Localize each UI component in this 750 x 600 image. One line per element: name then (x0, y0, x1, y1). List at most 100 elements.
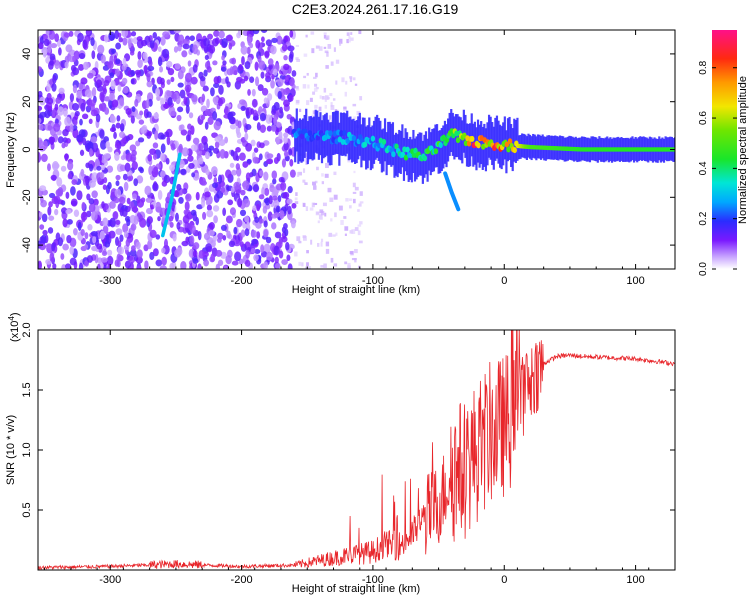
sparse-noise-mark (339, 38, 343, 44)
noise-mark (259, 124, 266, 134)
sparse-noise-mark (341, 77, 345, 83)
noise-mark (159, 66, 164, 73)
noise-mark (287, 45, 295, 52)
noise-mark (271, 37, 278, 44)
noise-mark (145, 197, 153, 203)
noise-mark (273, 157, 279, 164)
noise-mark (288, 53, 294, 63)
x-tick-label: -200 (231, 574, 253, 586)
sparse-noise-mark (346, 39, 349, 44)
sparse-noise-mark (303, 53, 308, 57)
noise-mark (216, 190, 224, 199)
noise-mark (218, 138, 226, 147)
signal-envelope (394, 132, 398, 176)
sparse-noise-mark (353, 170, 356, 174)
noise-mark (225, 169, 232, 179)
noise-mark (271, 222, 277, 230)
noise-mark (90, 109, 98, 117)
noise-mark (181, 50, 188, 58)
noise-mark (130, 78, 135, 85)
noise-mark (136, 38, 144, 49)
sparse-noise-mark (317, 242, 320, 247)
noise-mark (143, 64, 148, 75)
noise-mark (278, 131, 283, 140)
y-tick-label: -40 (21, 237, 33, 253)
noise-mark (159, 265, 167, 269)
noise-mark (86, 255, 94, 263)
noise-mark (265, 39, 272, 47)
noise-mark (268, 64, 273, 70)
noise-mark (178, 143, 183, 154)
sparse-noise-mark (338, 205, 343, 211)
signal-mark (402, 146, 407, 153)
noise-mark (114, 188, 122, 198)
noise-mark (237, 30, 242, 37)
noise-mark (140, 126, 147, 134)
sparse-noise-mark (354, 83, 358, 86)
noise-mark (132, 205, 138, 214)
sparse-noise-mark (344, 91, 348, 97)
noise-mark (45, 243, 53, 249)
noise-mark (153, 166, 159, 176)
noise-mark (64, 61, 69, 69)
noise-mark (220, 66, 227, 72)
noise-mark (205, 168, 210, 176)
noise-mark (176, 183, 182, 191)
sparse-noise-mark (312, 91, 316, 95)
noise-mark (204, 151, 210, 160)
noise-mark (280, 181, 287, 191)
noise-mark (211, 132, 218, 139)
noise-mark (187, 60, 192, 67)
sparse-noise-mark (348, 35, 351, 40)
signal-envelope (420, 132, 423, 176)
noise-mark (38, 123, 44, 131)
noise-mark (99, 129, 105, 139)
sparse-noise-mark (349, 76, 353, 79)
noise-mark (256, 231, 261, 239)
noise-mark (150, 204, 154, 210)
noise-mark (157, 216, 161, 222)
noise-mark (88, 163, 94, 172)
sparse-noise-mark (302, 203, 306, 207)
noise-mark (65, 138, 71, 144)
noise-mark (248, 185, 253, 192)
noise-mark (131, 161, 138, 171)
noise-mark (286, 254, 291, 262)
noise-mark (196, 204, 203, 210)
noise-mark (233, 226, 238, 235)
signal-envelope (377, 117, 380, 161)
noise-mark (285, 241, 290, 251)
noise-mark (203, 259, 210, 267)
noise-mark (149, 148, 157, 155)
noise-mark (118, 196, 126, 205)
sparse-noise-mark (323, 34, 327, 39)
noise-mark (60, 165, 67, 172)
noise-mark (161, 180, 168, 187)
noise-mark (192, 44, 198, 55)
noise-mark (287, 205, 292, 215)
noise-mark (167, 97, 173, 106)
sparse-noise-mark (350, 32, 353, 35)
noise-mark (251, 88, 256, 97)
noise-mark (271, 170, 278, 180)
noise-mark (145, 99, 150, 109)
noise-mark (283, 135, 288, 144)
sparse-noise-mark (295, 44, 299, 47)
signal-envelope (376, 114, 379, 158)
sparse-noise-mark (316, 212, 320, 215)
noise-mark (177, 106, 184, 113)
noise-mark (208, 45, 216, 54)
noise-mark (160, 134, 166, 140)
noise-mark (105, 140, 110, 149)
noise-mark (122, 173, 128, 181)
noise-mark (107, 61, 114, 70)
sparse-noise-mark (313, 202, 318, 206)
noise-mark (80, 77, 88, 85)
noise-mark (47, 227, 54, 234)
signal-envelope (372, 120, 376, 164)
noise-mark (284, 155, 290, 162)
noise-mark (100, 154, 108, 164)
noise-mark (257, 84, 264, 92)
noise-mark (229, 124, 237, 130)
noise-mark (92, 236, 97, 244)
